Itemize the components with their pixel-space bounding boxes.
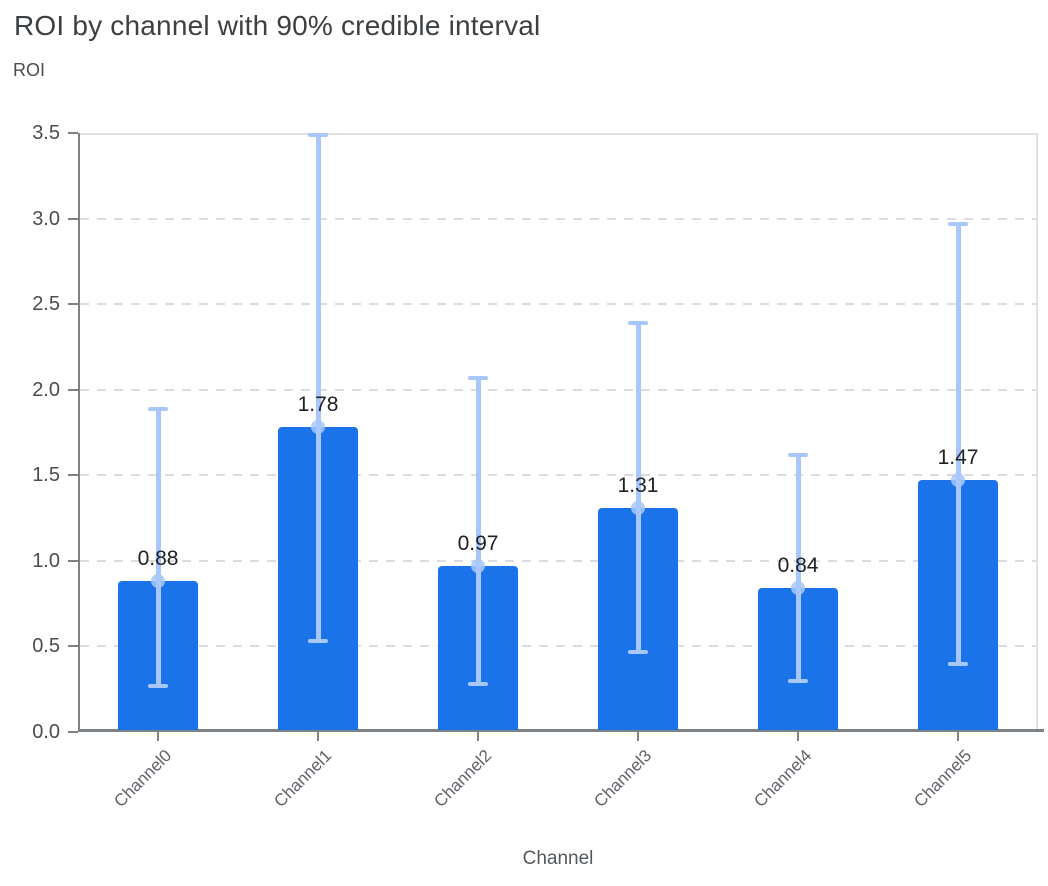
error-bar-line-channel1 [315,134,321,642]
gridline-2.0 [80,388,1036,391]
error-bar-cap-bottom-channel3 [628,649,648,654]
value-label-channel1: 1.78 [297,393,339,417]
y-tick-label-1.0: 1.0 [32,549,60,572]
x-axis-tick-channel3 [637,732,639,741]
value-label-channel0: 0.88 [137,547,179,571]
value-label-channel5: 1.47 [937,446,979,470]
gridline-0.5 [80,645,1036,648]
x-category-label-channel2: Channel2 [430,746,496,811]
chart-title: ROI by channel with 90% credible interva… [14,10,541,41]
x-axis-title: Channel [522,848,594,869]
y-axis-tick-1.5 [68,474,78,477]
x-category-label-channel0: Channel0 [110,746,176,811]
y-axis-title: ROI [13,60,46,80]
x-axis-tick-channel0 [157,732,159,741]
plot-top-border [78,133,1038,135]
error-bar-line-channel5 [955,223,961,664]
mean-marker-channel5 [951,473,965,488]
error-bar-cap-top-channel5 [948,221,968,226]
y-axis-tick-1.0 [68,559,78,562]
value-label-channel2: 0.97 [457,531,499,555]
y-axis-tick-2.0 [68,388,78,391]
error-bar-line-channel2 [475,377,481,685]
gridline-1.5 [80,474,1036,477]
y-tick-label-3.0: 3.0 [32,207,60,230]
error-bar-cap-top-channel1 [308,132,328,137]
y-tick-label-2.0: 2.0 [32,378,60,401]
gridline-2.5 [80,303,1036,306]
value-label-channel4: 0.84 [777,554,819,578]
y-axis-tick-3.5 [68,132,78,134]
plot-right-border [1036,133,1038,732]
error-bar-cap-bottom-channel1 [308,639,328,644]
gridline-3.0 [80,217,1036,220]
y-axis-tick-3.0 [68,217,78,220]
y-axis-tick-2.5 [68,303,78,306]
error-bar-line-channel4 [795,454,801,681]
y-tick-label-0.5: 0.5 [32,635,60,658]
x-category-label-channel3: Channel3 [590,746,656,811]
error-bar-cap-bottom-channel2 [468,682,488,687]
mean-marker-channel1 [311,420,325,435]
y-axis-line [78,133,80,732]
error-bar-cap-top-channel0 [148,406,168,411]
x-axis-tick-channel5 [957,732,959,741]
x-category-label-channel4: Channel4 [750,746,816,811]
x-axis-line [78,729,1044,732]
error-bar-cap-bottom-channel0 [148,683,168,688]
error-bar-cap-bottom-channel5 [948,661,968,666]
error-bar-cap-bottom-channel4 [788,678,808,683]
value-label-channel3: 1.31 [617,473,659,497]
plot-area: 0.0 0.5 1.0 1.5 2.0 2.5 3.0 3.5 0.88 Channel0 1.78… [32,122,1044,811]
x-category-label-channel5: Channel5 [910,746,976,811]
mean-marker-channel3 [631,500,645,515]
y-tick-label-2.5: 2.5 [32,293,60,316]
y-tick-label-3.5: 3.5 [32,122,60,144]
y-tick-label-1.5: 1.5 [32,464,60,487]
gridline-1.0 [80,559,1036,562]
mean-marker-channel2 [471,558,485,573]
x-category-label-channel1: Channel1 [270,746,336,811]
x-axis-tick-channel2 [477,732,479,741]
y-tick-label-0.0: 0.0 [32,721,60,743]
x-axis-tick-channel4 [797,732,799,741]
mean-marker-channel0 [151,574,165,589]
mean-marker-channel4 [791,581,805,596]
error-bar-cap-top-channel4 [788,452,808,457]
y-axis-tick-0.0 [68,731,78,733]
error-bar-line-channel3 [635,322,641,652]
error-bar-line-channel0 [155,408,161,686]
x-axis-tick-channel1 [317,732,319,741]
error-bar-cap-top-channel3 [628,320,648,325]
error-bar-cap-top-channel2 [468,375,488,380]
y-axis-tick-0.5 [68,645,78,648]
